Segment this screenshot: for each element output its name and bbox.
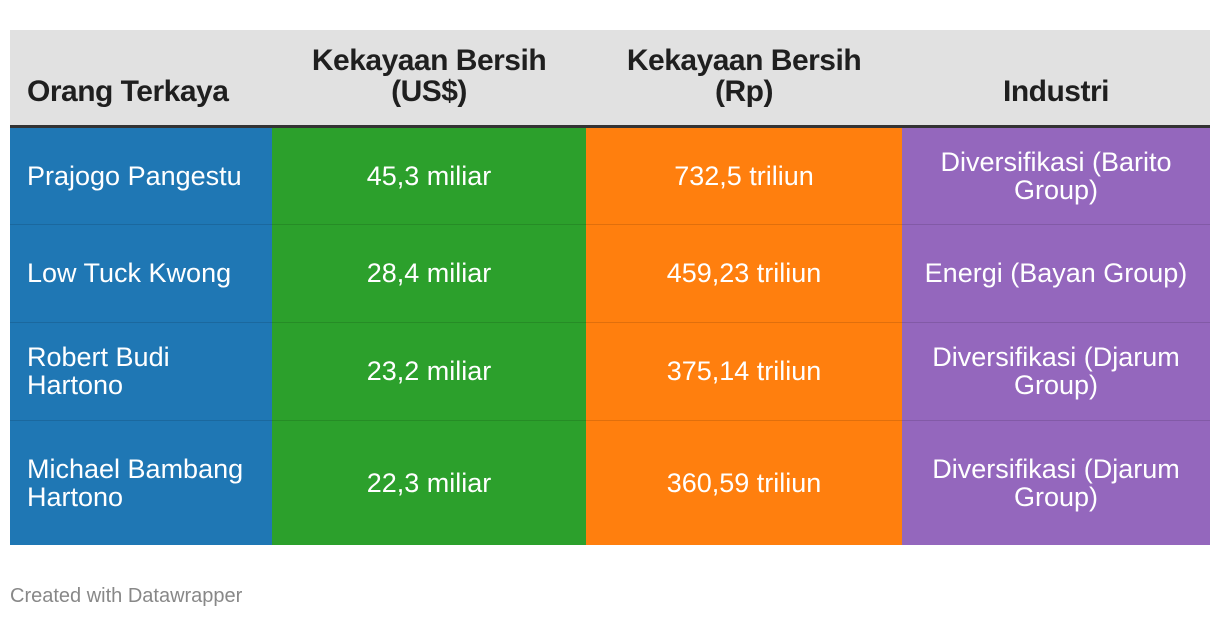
cell-industri: Diversifikasi (Barito Group) bbox=[902, 126, 1210, 225]
header-orang-terkaya: Orang Terkaya bbox=[10, 30, 272, 128]
table-row: Low Tuck Kwong 28,4 miliar 459,23 triliu… bbox=[10, 224, 1210, 323]
cell-rp: 459,23 triliun bbox=[586, 224, 902, 323]
cell-industri: Diversifikasi (Djarum Group) bbox=[902, 420, 1210, 545]
footer-credit: Created with Datawrapper bbox=[10, 585, 243, 607]
cell-industri: Diversifikasi (Djarum Group) bbox=[902, 322, 1210, 421]
cell-rp: 375,14 triliun bbox=[586, 322, 902, 421]
header-kekayaan-rp-text: Kekayaan Bersih (Rp) bbox=[626, 43, 862, 108]
cell-industri: Energi (Bayan Group) bbox=[902, 224, 1210, 323]
cell-rp: 360,59 triliun bbox=[586, 420, 902, 545]
header-industri: Industri bbox=[902, 30, 1210, 128]
header-kekayaan-usd: Kekayaan Bersih (US$) bbox=[272, 30, 586, 128]
cell-usd: 23,2 miliar bbox=[272, 322, 586, 421]
header-row: Orang Terkaya Kekayaan Bersih (US$) Keka… bbox=[10, 30, 1210, 128]
cell-name: Michael Bambang Hartono bbox=[10, 420, 272, 545]
cell-usd: 22,3 miliar bbox=[272, 420, 586, 545]
header-kekayaan-rp: Kekayaan Bersih (Rp) bbox=[586, 30, 902, 128]
cell-usd: 28,4 miliar bbox=[272, 224, 586, 323]
wealth-table: Orang Terkaya Kekayaan Bersih (US$) Keka… bbox=[10, 30, 1210, 545]
cell-name: Robert Budi Hartono bbox=[10, 322, 272, 421]
cell-name: Prajogo Pangestu bbox=[10, 126, 272, 225]
cell-usd: 45,3 miliar bbox=[272, 126, 586, 225]
table-container: Orang Terkaya Kekayaan Bersih (US$) Keka… bbox=[10, 30, 1210, 545]
table-row: Robert Budi Hartono 23,2 miliar 375,14 t… bbox=[10, 322, 1210, 421]
cell-name: Low Tuck Kwong bbox=[10, 224, 272, 323]
table-row: Prajogo Pangestu 45,3 miliar 732,5 trili… bbox=[10, 126, 1210, 225]
header-kekayaan-usd-text: Kekayaan Bersih (US$) bbox=[311, 43, 547, 108]
table-row: Michael Bambang Hartono 22,3 miliar 360,… bbox=[10, 420, 1210, 545]
cell-rp: 732,5 triliun bbox=[586, 126, 902, 225]
